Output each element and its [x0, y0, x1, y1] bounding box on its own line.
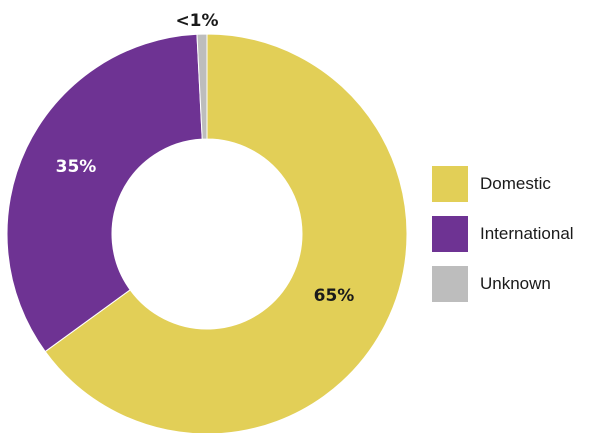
slice-label-international: 35%: [56, 157, 97, 177]
slice-domestic: [44, 33, 408, 433]
slice-label-unknown: <1%: [175, 11, 218, 31]
legend-swatch-domestic: [432, 166, 468, 202]
legend-item-unknown: Unknown: [432, 266, 574, 302]
slice-unknown: [196, 33, 208, 140]
legend-item-domestic: Domestic: [432, 166, 574, 202]
donut-chart: 65% 35% <1%: [6, 11, 408, 433]
legend-item-international: International: [432, 216, 574, 252]
legend-label-unknown: Unknown: [480, 274, 551, 293]
legend: Domestic International Unknown: [432, 166, 574, 316]
legend-swatch-unknown: [432, 266, 468, 302]
legend-label-international: International: [480, 224, 574, 243]
slice-label-domestic: 65%: [314, 286, 355, 306]
legend-swatch-international: [432, 216, 468, 252]
legend-label-domestic: Domestic: [480, 174, 551, 193]
slice-international: [6, 33, 203, 353]
